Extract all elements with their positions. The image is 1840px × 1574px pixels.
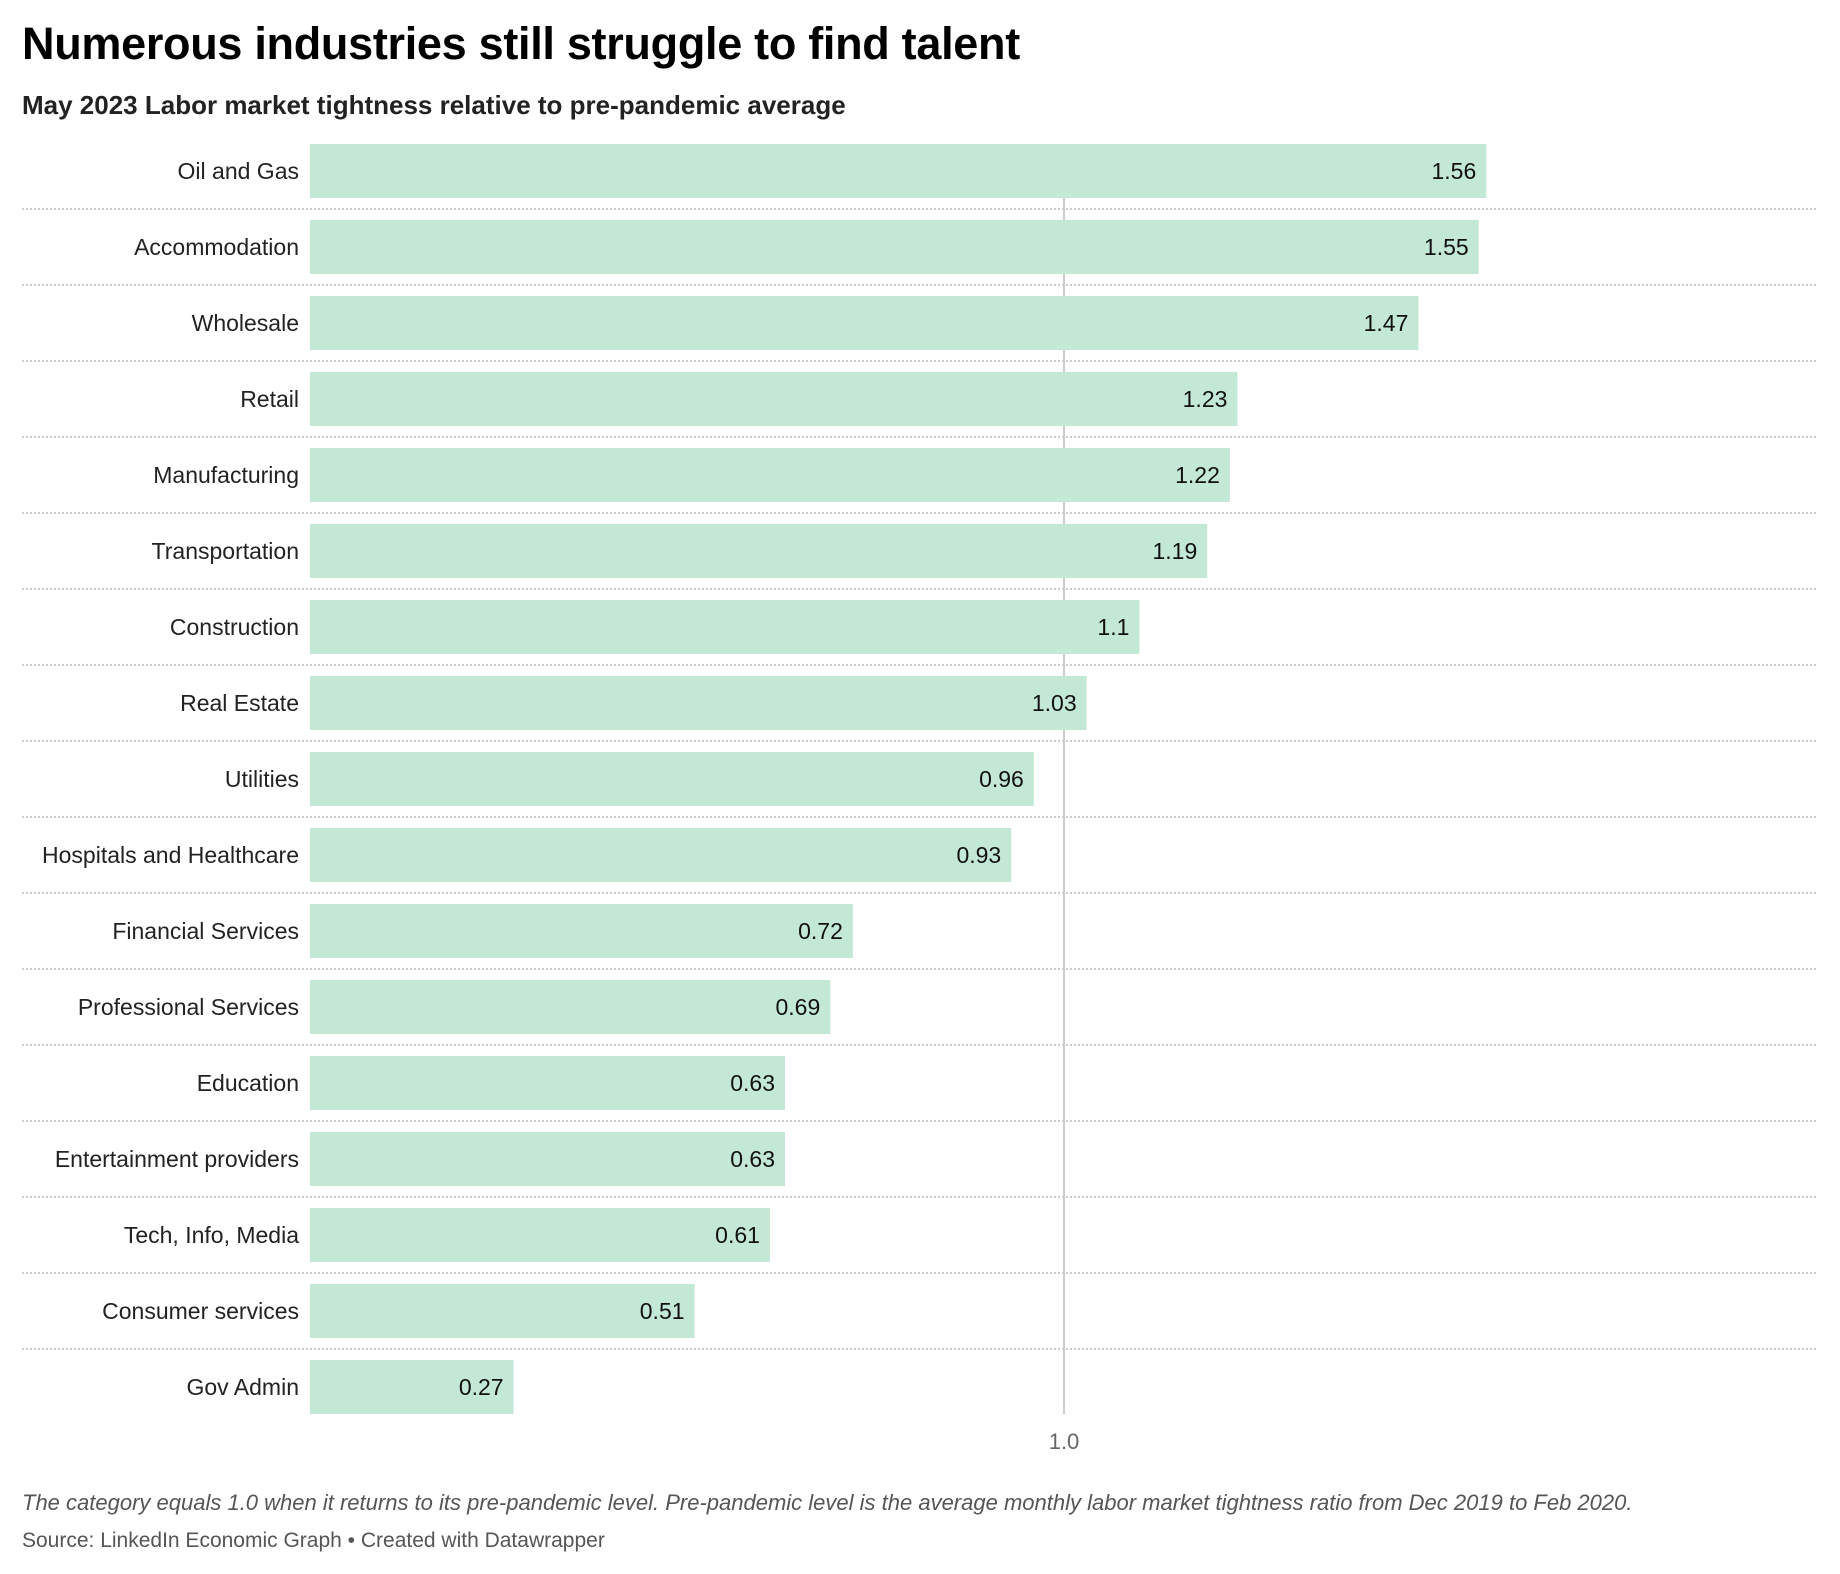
bar <box>310 904 853 958</box>
bar <box>310 752 1034 806</box>
value-labels: 1.56 1.55 1.47 1.23 1.22 1.19 1.1 1.03 0.96 0.93 0… <box>459 158 1476 1400</box>
category-label: Retail <box>240 386 299 412</box>
row-separators <box>22 208 1818 1350</box>
value-label: 1.47 <box>1364 310 1409 336</box>
bars-group <box>310 144 1487 1414</box>
bar <box>310 1056 786 1110</box>
category-label: Transportation <box>152 538 299 564</box>
bar <box>310 524 1208 578</box>
category-label: Accommodation <box>134 234 299 260</box>
bar <box>310 1360 514 1414</box>
bar <box>310 1284 695 1338</box>
value-label: 0.96 <box>979 766 1024 792</box>
value-label: 0.63 <box>730 1146 775 1172</box>
value-label: 1.19 <box>1152 538 1197 564</box>
category-label: Real Estate <box>180 690 299 716</box>
value-label: 1.03 <box>1032 690 1077 716</box>
bar <box>310 676 1087 730</box>
bar <box>310 828 1012 882</box>
bar <box>310 372 1238 426</box>
value-label: 0.51 <box>640 1298 685 1324</box>
category-label: Financial Services <box>112 918 299 944</box>
category-label: Tech, Info, Media <box>124 1222 299 1248</box>
category-label: Entertainment providers <box>55 1146 299 1172</box>
category-labels: Oil and Gas Accommodation Wholesale Retail M… <box>42 158 299 1400</box>
category-label: Education <box>197 1070 299 1096</box>
bar <box>310 1208 770 1262</box>
chart-notes: The category equals 1.0 when it returns … <box>22 1490 1633 1515</box>
bar <box>310 600 1140 654</box>
value-label: 1.22 <box>1175 462 1220 488</box>
category-label: Consumer services <box>102 1298 299 1324</box>
category-label: Manufacturing <box>153 462 299 488</box>
value-label: 1.56 <box>1431 158 1476 184</box>
category-label: Wholesale <box>192 310 299 336</box>
value-label: 0.72 <box>798 918 843 944</box>
category-label: Hospitals and Healthcare <box>42 842 299 868</box>
bar <box>310 220 1479 274</box>
value-label: 1.1 <box>1097 614 1129 640</box>
bar <box>310 448 1230 502</box>
chart-subtitle: May 2023 Labor market tightness relative… <box>22 90 846 120</box>
bar <box>310 1132 786 1186</box>
value-label: 0.61 <box>715 1222 760 1248</box>
category-label: Construction <box>170 614 299 640</box>
value-label: 0.63 <box>730 1070 775 1096</box>
bar <box>310 144 1487 198</box>
value-label: 0.69 <box>775 994 820 1020</box>
value-label: 0.93 <box>956 842 1001 868</box>
x-tick-label-1-0: 1.0 <box>1049 1429 1080 1454</box>
value-label: 0.27 <box>459 1374 504 1400</box>
category-label: Gov Admin <box>187 1374 300 1400</box>
category-label: Professional Services <box>78 994 299 1020</box>
bar <box>310 296 1419 350</box>
value-label: 1.23 <box>1183 386 1228 412</box>
value-label: 1.55 <box>1424 234 1469 260</box>
category-label: Utilities <box>225 766 299 792</box>
chart-title: Numerous industries still struggle to fi… <box>22 18 1020 69</box>
chart-source: Source: LinkedIn Economic Graph • Create… <box>22 1529 605 1552</box>
bar <box>310 980 831 1034</box>
category-label: Oil and Gas <box>178 158 299 184</box>
